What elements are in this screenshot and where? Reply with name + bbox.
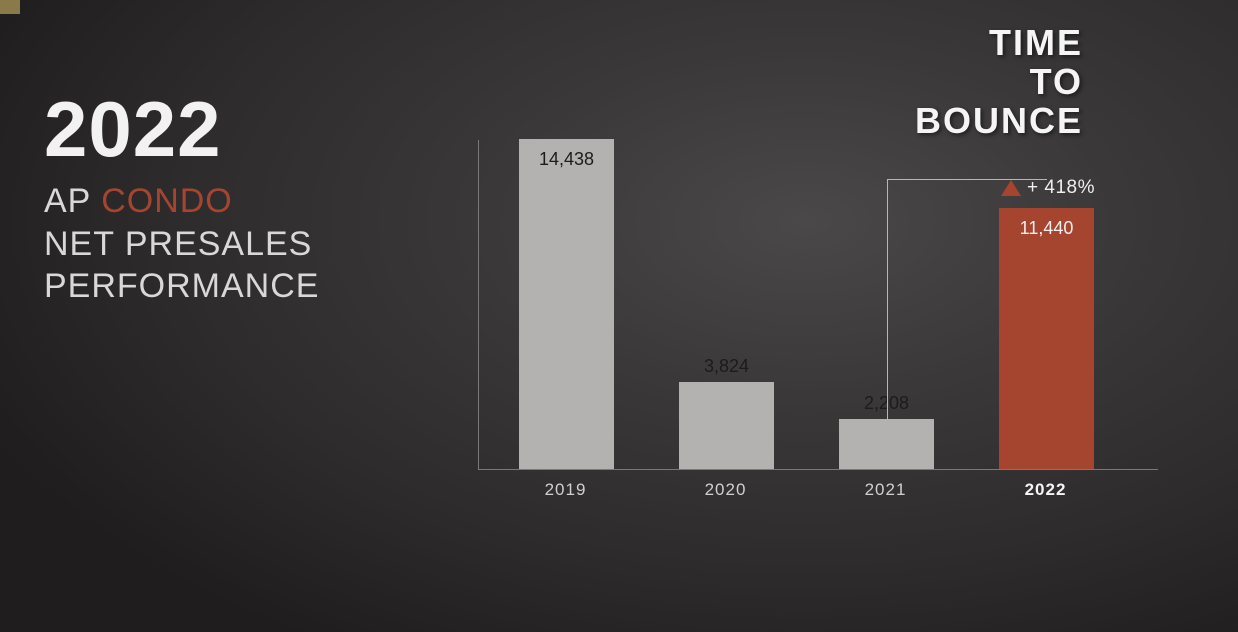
bar-2020: 3,824 — [679, 382, 774, 469]
tagline-line-1: TIME — [915, 24, 1083, 63]
bar-fill — [519, 139, 614, 469]
growth-callout-bracket — [887, 179, 1047, 420]
title-sub: AP CONDO NET PRESALES PERFORMANCE — [44, 180, 464, 308]
header-tagline: TIME TO BOUNCE — [915, 24, 1083, 141]
tagline-line-2: TO — [915, 63, 1083, 102]
bar-fill — [839, 419, 934, 469]
title-line-3: PERFORMANCE — [44, 265, 464, 308]
chart-plot-area: 14,4383,8242,20811,440+ 418% — [478, 140, 1158, 470]
title-brand: CONDO — [101, 182, 233, 220]
x-axis-label: 2021 — [838, 480, 933, 500]
title-year: 2022 — [44, 90, 464, 168]
title-block: 2022 AP CONDO NET PRESALES PERFORMANCE — [44, 90, 464, 308]
bar-2021: 2,208 — [839, 419, 934, 469]
title-line-2: NET PRESALES — [44, 223, 464, 266]
growth-indicator: + 418% — [1001, 177, 1095, 199]
presales-bar-chart: 14,4383,8242,20811,440+ 418% 20192020202… — [478, 140, 1198, 510]
bar-fill — [679, 382, 774, 469]
bar-value-label: 3,824 — [679, 356, 774, 377]
tagline-line-3: BOUNCE — [915, 102, 1083, 141]
x-axis-label: 2020 — [678, 480, 773, 500]
title-line-1: AP CONDO — [44, 180, 464, 223]
x-axis-label: 2019 — [518, 480, 613, 500]
accent-tab — [0, 0, 20, 14]
bar-2019: 14,438 — [519, 139, 614, 469]
bar-value-label: 14,438 — [519, 149, 614, 170]
up-triangle-icon — [1001, 180, 1021, 196]
title-line-1-pre: AP — [44, 182, 101, 220]
growth-text: + 418% — [1027, 177, 1095, 199]
x-axis-label: 2022 — [998, 480, 1093, 500]
